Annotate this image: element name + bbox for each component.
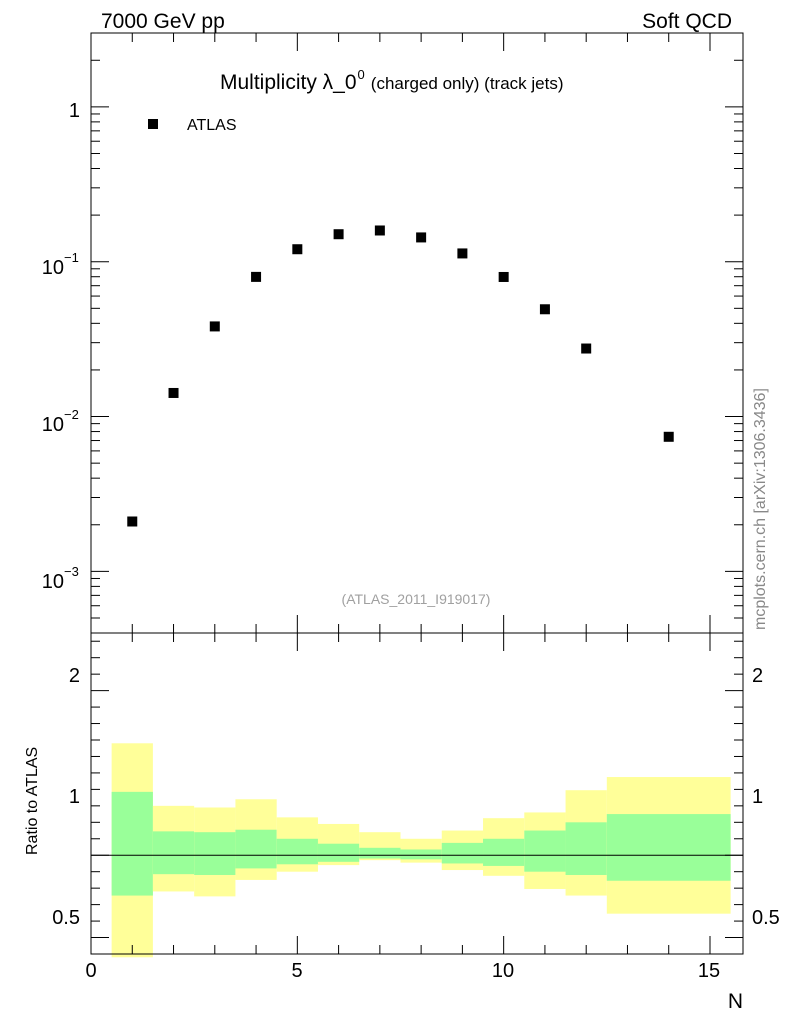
data-point bbox=[127, 516, 138, 527]
ratio-y-tick-labels-left: 0.5 1 2 bbox=[52, 665, 80, 929]
ratio-band-inner bbox=[359, 847, 401, 859]
ratio-band-inner bbox=[111, 791, 153, 896]
ratio-band-inner bbox=[441, 842, 484, 864]
header-left: 7000 GeV pp bbox=[101, 10, 225, 33]
data-point bbox=[292, 244, 303, 255]
ratio-band-inner bbox=[276, 838, 318, 865]
ratio-band-inner bbox=[400, 849, 442, 860]
main-y-tick-label: 10 bbox=[42, 257, 64, 279]
ratio-band-inner bbox=[194, 832, 236, 875]
legend-label-atlas: ATLAS bbox=[187, 117, 237, 134]
ratio-y-tick-label-right: 0.5 bbox=[752, 907, 780, 929]
data-point bbox=[416, 232, 427, 243]
data-point bbox=[663, 431, 674, 442]
data-point bbox=[581, 343, 592, 354]
x-tick-labels: 0 5 10 15 bbox=[85, 960, 720, 982]
ratio-band-inner bbox=[524, 830, 566, 872]
data-point bbox=[168, 387, 179, 398]
plot-title-main: Multiplicity λ_0 bbox=[220, 71, 357, 94]
ratio-y-axis-title: Ratio to ATLAS bbox=[24, 747, 41, 855]
ratio-bands bbox=[111, 743, 731, 958]
plot-title-suffix: (charged only) (track jets) bbox=[371, 74, 564, 93]
data-point bbox=[251, 271, 262, 282]
side-label: mcplots.cern.ch [arXiv:1306.3436] bbox=[752, 388, 769, 630]
x-tick-label: 0 bbox=[85, 960, 96, 982]
x-tick-label: 5 bbox=[291, 960, 302, 982]
data-point bbox=[333, 229, 344, 240]
ratio-band-inner bbox=[606, 814, 731, 881]
ratio-y-tick-labels-right: 0.5 1 2 bbox=[752, 665, 780, 929]
x-axis-title: N bbox=[728, 990, 743, 1013]
main-y-tick-exponent: −3 bbox=[64, 564, 79, 579]
x-tick-label: 15 bbox=[698, 960, 720, 982]
ratio-y-tick-label: 2 bbox=[69, 665, 80, 687]
analysis-reference: (ATLAS_2011_I919017) bbox=[342, 591, 491, 607]
main-y-tick-label: 10 bbox=[42, 414, 64, 436]
legend-marker-atlas bbox=[148, 119, 158, 129]
data-point bbox=[498, 271, 509, 282]
ratio-y-tick-label-right: 2 bbox=[752, 665, 763, 687]
main-y-tick-exponent: −1 bbox=[64, 250, 79, 265]
ratio-band-inner bbox=[235, 829, 277, 869]
data-point bbox=[457, 248, 468, 259]
ratio-band-inner bbox=[152, 831, 195, 875]
main-y-tick-exponent: −2 bbox=[64, 407, 79, 422]
atlas-data-points bbox=[127, 225, 674, 527]
main-y-tick-label: 10 bbox=[42, 571, 64, 593]
data-point bbox=[209, 321, 220, 332]
axis-ticks bbox=[90, 32, 743, 954]
ratio-plot-frame bbox=[90, 632, 744, 955]
x-tick-label: 10 bbox=[492, 960, 514, 982]
data-point bbox=[374, 225, 385, 236]
data-point bbox=[539, 304, 550, 315]
ratio-band-inner bbox=[317, 843, 360, 862]
header-right: Soft QCD bbox=[642, 10, 732, 33]
main-y-tick-labels: 1 10 −1 10 −2 10 −3 bbox=[42, 100, 80, 593]
ratio-y-tick-label-right: 1 bbox=[752, 786, 763, 808]
ratio-y-tick-label: 1 bbox=[69, 786, 80, 808]
plot-title-superscript: 0 bbox=[358, 67, 365, 82]
ratio-y-tick-label: 0.5 bbox=[52, 907, 80, 929]
plot-title: Multiplicity λ_00 (charged only) (track j… bbox=[220, 67, 564, 94]
ratio-band-inner bbox=[483, 838, 525, 866]
main-y-tick-label: 1 bbox=[69, 100, 80, 122]
ratio-band-inner bbox=[565, 822, 607, 875]
